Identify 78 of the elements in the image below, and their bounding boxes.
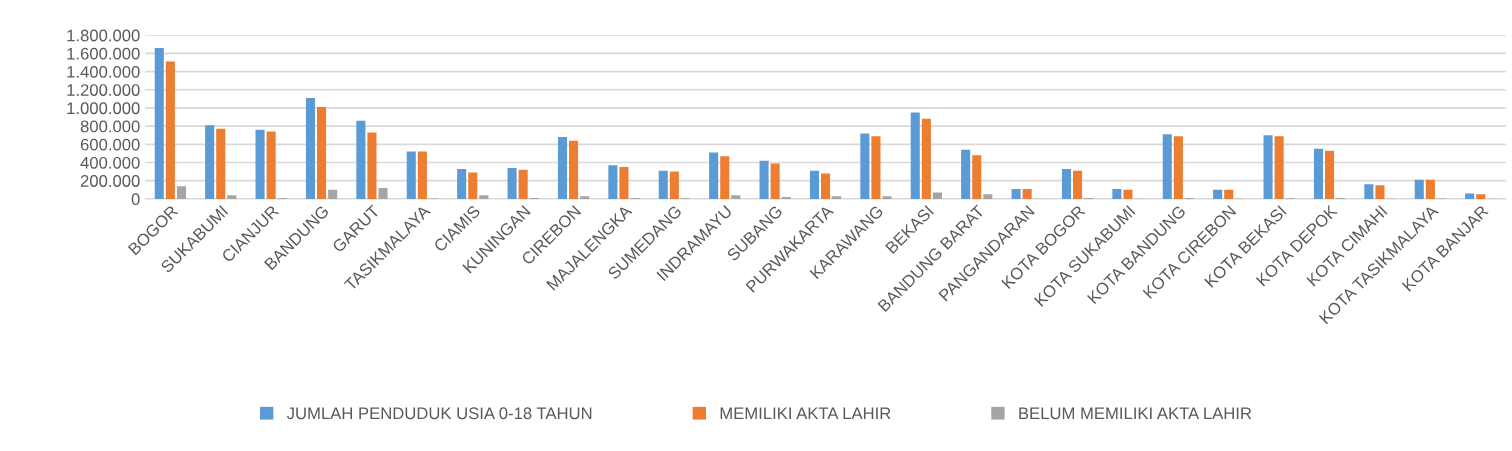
bar xyxy=(305,97,315,199)
bar xyxy=(406,151,416,199)
bar xyxy=(479,195,489,199)
bar xyxy=(983,194,993,199)
y-tick-label: 600.000 xyxy=(80,138,140,151)
y-tick-label: 0 xyxy=(131,193,140,206)
bar xyxy=(356,120,366,199)
bar xyxy=(1011,188,1021,199)
bar xyxy=(832,196,842,199)
y-tick-label: 400.000 xyxy=(80,156,140,169)
bar xyxy=(378,187,388,199)
bar xyxy=(921,118,931,199)
bar xyxy=(882,196,892,199)
bar xyxy=(608,165,618,199)
bar xyxy=(871,136,881,199)
bar xyxy=(1465,193,1475,199)
bar xyxy=(1414,179,1424,199)
bar xyxy=(317,107,327,199)
bar xyxy=(1061,168,1071,199)
bar xyxy=(367,132,377,199)
bar xyxy=(1313,148,1323,199)
bar xyxy=(165,61,175,199)
bar xyxy=(972,155,982,199)
bar xyxy=(255,129,265,199)
bar xyxy=(507,167,517,199)
bar xyxy=(205,125,215,199)
bar xyxy=(176,186,186,199)
bar xyxy=(1173,136,1183,199)
bar xyxy=(227,195,237,199)
bar xyxy=(720,156,730,199)
bar xyxy=(1375,185,1385,199)
bar xyxy=(658,170,668,199)
bar xyxy=(580,196,590,199)
bar xyxy=(216,128,226,199)
bar xyxy=(759,160,769,199)
bar xyxy=(1325,150,1335,199)
y-tick-label: 800.000 xyxy=(80,120,140,133)
y-tick-label: 1.200.000 xyxy=(67,84,140,96)
bar xyxy=(770,163,780,199)
bar xyxy=(1364,184,1374,199)
bar xyxy=(731,195,741,199)
y-tick-label: 1.800.000 xyxy=(67,29,140,42)
bar xyxy=(266,131,276,199)
y-tick-label: 1.400.000 xyxy=(67,65,140,78)
bar xyxy=(1112,188,1122,199)
y-tick-label: 200.000 xyxy=(80,175,140,187)
bar xyxy=(154,47,164,199)
bar xyxy=(1123,189,1133,199)
bar xyxy=(1073,170,1083,199)
bar xyxy=(709,152,719,199)
bar xyxy=(468,172,478,199)
bar xyxy=(1476,194,1486,199)
legend-label: BELUM MEMILIKI AKTA LAHIR xyxy=(1019,407,1252,420)
bar xyxy=(1224,189,1234,199)
y-tick-label: 1.000.000 xyxy=(67,102,140,115)
bar xyxy=(328,189,338,199)
bar xyxy=(1162,134,1172,199)
bar xyxy=(1274,136,1284,199)
bar xyxy=(557,137,567,199)
bar xyxy=(457,168,467,199)
bar xyxy=(809,170,819,199)
bar xyxy=(961,149,971,199)
legend-label: JUMLAH PENDUDUK USIA 0-18 TAHUN xyxy=(286,407,592,420)
bar xyxy=(1022,188,1032,199)
legend-label: MEMILIKI AKTA LAHIR xyxy=(720,407,891,420)
bar xyxy=(821,173,831,199)
bar xyxy=(860,133,870,199)
bar xyxy=(1263,135,1273,199)
bar xyxy=(1425,179,1435,199)
bar xyxy=(910,112,920,199)
bar xyxy=(1213,189,1223,199)
bar xyxy=(518,169,528,199)
bar xyxy=(932,192,942,199)
bar xyxy=(417,151,427,199)
bar xyxy=(619,167,629,199)
y-tick-label: 1.600.000 xyxy=(67,47,140,60)
bar xyxy=(569,140,579,199)
bar xyxy=(669,171,679,199)
